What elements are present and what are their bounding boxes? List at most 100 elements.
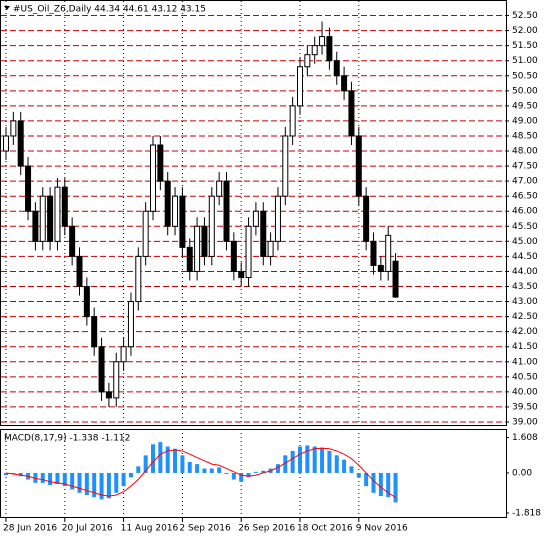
candle-body bbox=[164, 180, 171, 227]
candle-body bbox=[252, 210, 259, 227]
y-tick-label: 49.50 bbox=[512, 101, 538, 111]
macd-bar bbox=[195, 464, 200, 473]
y-tick-label: 43.50 bbox=[512, 282, 538, 292]
macd-bar bbox=[180, 455, 185, 473]
x-tick-label: 28 Jun 2016 bbox=[3, 524, 57, 534]
macd-bar bbox=[99, 472, 104, 500]
y-tick-label: 48.50 bbox=[512, 131, 538, 141]
macd-bar bbox=[356, 472, 361, 478]
macd-bar bbox=[33, 472, 38, 483]
y-tick-label: 52.00 bbox=[512, 26, 538, 36]
candle-body bbox=[179, 195, 186, 248]
candle-body bbox=[186, 246, 193, 272]
candle-body bbox=[341, 75, 348, 92]
candle-body bbox=[392, 260, 399, 298]
macd-bar bbox=[217, 467, 222, 473]
macd-bar bbox=[246, 472, 251, 478]
candle-body bbox=[216, 180, 223, 197]
macd-bar bbox=[92, 472, 97, 498]
y-tick-label: 40.00 bbox=[512, 387, 538, 397]
menu-icon bbox=[4, 6, 10, 10]
macd-bar bbox=[261, 470, 266, 473]
y-tick-label: 48.00 bbox=[512, 147, 538, 157]
candle-body bbox=[319, 36, 326, 47]
candle-body bbox=[245, 225, 252, 278]
macd-bar bbox=[121, 472, 126, 487]
candle-body bbox=[3, 135, 9, 152]
macd-bar bbox=[305, 445, 310, 473]
candle-body bbox=[230, 240, 237, 272]
y-tick-label: 47.00 bbox=[512, 177, 538, 187]
signal-line bbox=[5, 447, 396, 498]
y-tick-label: 41.50 bbox=[512, 342, 538, 352]
x-tick-label: 11 Aug 2016 bbox=[121, 524, 179, 534]
candle-body bbox=[105, 391, 112, 399]
macd-title: MACD(8,17,9) -1.338 -1.112 bbox=[4, 434, 130, 444]
macd-bar bbox=[114, 472, 119, 493]
macd-bar bbox=[202, 468, 207, 473]
candle-body bbox=[142, 210, 149, 257]
candle-body bbox=[157, 144, 164, 182]
y-tick-label: 49.00 bbox=[512, 116, 538, 126]
macd-bar bbox=[48, 472, 53, 486]
candle-body bbox=[135, 255, 142, 303]
candle-body bbox=[223, 180, 230, 242]
y-tick-label: 41.00 bbox=[512, 357, 538, 367]
macd-panel bbox=[0, 429, 507, 518]
macd-bar bbox=[128, 472, 133, 478]
candle-body bbox=[311, 45, 318, 56]
y-tick-label: 51.50 bbox=[512, 41, 538, 51]
macd-bar bbox=[371, 472, 376, 493]
candle-body bbox=[355, 135, 362, 197]
y-tick-label: 1.608 bbox=[512, 433, 538, 443]
y-tick-label: 47.50 bbox=[512, 162, 538, 172]
candle-body bbox=[113, 361, 120, 399]
candle-body bbox=[61, 186, 68, 227]
candle-body bbox=[289, 105, 296, 137]
y-tick-label: 50.50 bbox=[512, 71, 538, 81]
macd-bar bbox=[136, 466, 141, 473]
y-tick-label: 39.00 bbox=[512, 417, 538, 427]
x-tick-label: 2 Sep 2016 bbox=[179, 524, 231, 534]
candle-body bbox=[127, 301, 134, 348]
macd-bar bbox=[55, 472, 60, 484]
y-tick-label: 45.50 bbox=[512, 222, 538, 232]
macd-bar bbox=[18, 472, 23, 477]
y-tick-label: 46.50 bbox=[512, 192, 538, 202]
candle-body bbox=[69, 225, 76, 257]
candle-body bbox=[39, 195, 46, 242]
candle-body bbox=[370, 240, 377, 266]
candle-body bbox=[10, 120, 17, 137]
y-tick-label: -1.818 bbox=[512, 508, 541, 518]
chart-title: #US_Oil_Z6,Daily 44.34 44.61 43.12 43.15 bbox=[13, 5, 206, 15]
candle-body bbox=[385, 234, 392, 272]
y-tick-label: 44.00 bbox=[512, 267, 538, 277]
macd-bar bbox=[298, 446, 302, 473]
y-tick-label: 42.00 bbox=[512, 327, 538, 337]
candle-body bbox=[17, 120, 24, 167]
x-tick-label: 18 Oct 2016 bbox=[297, 524, 353, 534]
candle-body bbox=[297, 66, 303, 107]
candle-body bbox=[333, 60, 340, 77]
macd-bar bbox=[209, 468, 214, 473]
y-tick-label: 43.00 bbox=[512, 297, 538, 307]
candle-body bbox=[120, 346, 127, 363]
macd-bar bbox=[349, 466, 354, 473]
macd-bar bbox=[106, 472, 111, 499]
candle-body bbox=[150, 144, 156, 212]
y-tick-label: 50.00 bbox=[512, 86, 538, 96]
candle-body bbox=[47, 195, 54, 242]
candle-body bbox=[304, 54, 311, 68]
candle-body bbox=[76, 255, 83, 288]
y-tick-label: 52.50 bbox=[512, 11, 538, 21]
candle-body bbox=[25, 165, 32, 212]
macd-bar bbox=[290, 450, 295, 473]
candle-body bbox=[32, 210, 39, 242]
macd-bar bbox=[393, 472, 398, 503]
macd-bar bbox=[253, 471, 258, 473]
macd-bar bbox=[364, 472, 369, 487]
candle-body bbox=[98, 346, 105, 393]
macd-bar bbox=[320, 447, 325, 473]
macd-bar bbox=[151, 444, 155, 473]
candle-body bbox=[54, 186, 61, 242]
